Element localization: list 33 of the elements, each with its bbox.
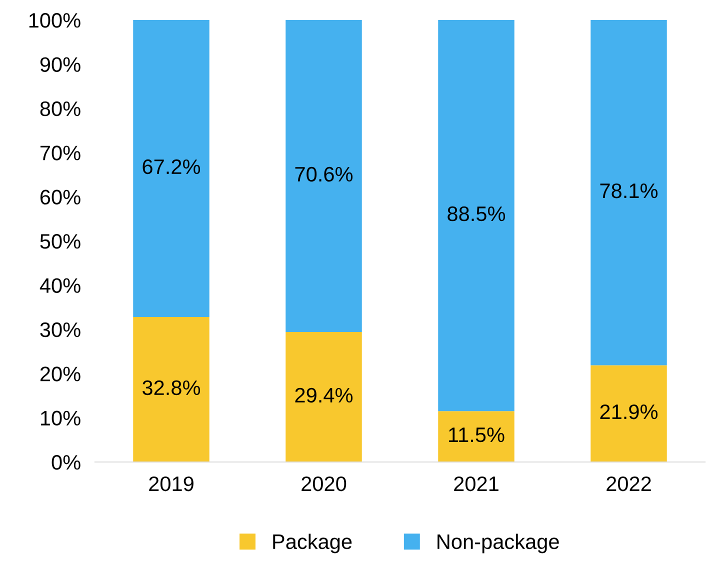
bar <box>133 20 210 318</box>
legend-label: Non-package <box>438 534 559 554</box>
y-tick-label: 60% <box>40 190 80 205</box>
bar <box>438 411 514 462</box>
y-tick-label: 40% <box>40 278 80 293</box>
y-tick-label: 80% <box>40 101 80 116</box>
data-label: 88.5% <box>448 206 506 222</box>
data-label: 21.9% <box>600 404 658 420</box>
data-label: 29.4% <box>295 388 353 403</box>
legend-label: Package <box>273 534 352 554</box>
y-tick-label: 50% <box>40 234 80 249</box>
y-tick-label: 10% <box>41 410 80 426</box>
bar <box>590 20 667 366</box>
bar <box>590 365 667 462</box>
y-tick-label: 20% <box>40 366 80 382</box>
y-tick-label: 70% <box>40 146 80 160</box>
y-tick-label: 30% <box>40 322 80 338</box>
y-tick-label: 90% <box>40 57 80 72</box>
y-tick-label: 0% <box>52 455 80 470</box>
x-tick-label: 2022 <box>606 476 651 492</box>
x-tick-label: 2020 <box>302 476 346 492</box>
data-label: 78.1% <box>600 183 658 198</box>
bar <box>286 20 362 332</box>
x-tick-label: 2019 <box>149 476 194 492</box>
data-label: 11.5% <box>449 428 504 442</box>
y-tick-label: 100% <box>29 13 80 28</box>
data-label: 32.8% <box>142 380 200 396</box>
data-label: 67.2% <box>142 159 200 174</box>
x-tick-label: 2021 <box>454 476 498 492</box>
bar <box>133 317 210 462</box>
bar <box>286 332 362 462</box>
data-label: 70.6% <box>295 166 353 182</box>
bar <box>438 20 514 412</box>
